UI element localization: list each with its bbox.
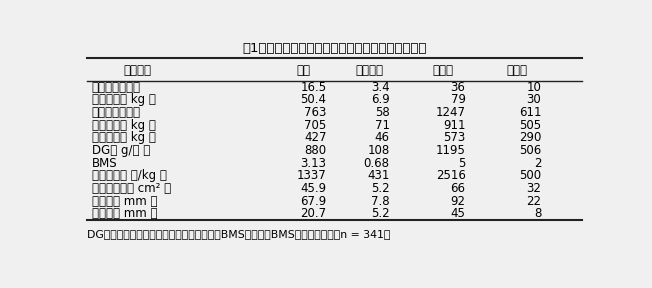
Text: ロース面積（ cm² ）: ロース面積（ cm² ） xyxy=(91,182,171,195)
Text: 505: 505 xyxy=(519,119,541,132)
Text: 50.4: 50.4 xyxy=(301,93,327,106)
Text: 705: 705 xyxy=(304,119,327,132)
Text: 表1　測定値の平均及び標準偏差、最大値、最小値: 表1 測定値の平均及び標準偏差、最大値、最小値 xyxy=(242,42,426,55)
Text: 763: 763 xyxy=(304,106,327,119)
Text: 脂肪厚（ mm ）: 脂肪厚（ mm ） xyxy=(91,207,157,220)
Text: 導入日齢（日）: 導入日齢（日） xyxy=(91,81,141,94)
Text: 3.13: 3.13 xyxy=(301,157,327,170)
Text: 16.5: 16.5 xyxy=(301,81,327,94)
Text: 290: 290 xyxy=(519,131,541,144)
Text: 10: 10 xyxy=(526,81,541,94)
Text: 0.68: 0.68 xyxy=(364,157,390,170)
Text: 8: 8 xyxy=(534,207,541,220)
Text: 導入体重（ kg ）: 導入体重（ kg ） xyxy=(91,93,155,106)
Text: 573: 573 xyxy=(443,131,466,144)
Text: 最小値: 最小値 xyxy=(507,64,527,77)
Text: 7.8: 7.8 xyxy=(371,194,390,208)
Text: 36: 36 xyxy=(451,81,466,94)
Text: 46: 46 xyxy=(375,131,390,144)
Text: 20.7: 20.7 xyxy=(301,207,327,220)
Text: 2: 2 xyxy=(534,157,541,170)
Text: バラ厚（ mm ）: バラ厚（ mm ） xyxy=(91,194,157,208)
Text: 66: 66 xyxy=(451,182,466,195)
Text: 79: 79 xyxy=(451,93,466,106)
Text: 32: 32 xyxy=(526,182,541,195)
Text: 67.9: 67.9 xyxy=(301,194,327,208)
Text: 5.2: 5.2 xyxy=(371,207,390,220)
Text: 5: 5 xyxy=(458,157,466,170)
Text: 611: 611 xyxy=(519,106,541,119)
Text: BMS: BMS xyxy=(91,157,117,170)
Text: 431: 431 xyxy=(367,169,390,182)
Text: 3.4: 3.4 xyxy=(371,81,390,94)
Text: 1247: 1247 xyxy=(436,106,466,119)
Text: 1195: 1195 xyxy=(436,144,466,157)
Text: 平均: 平均 xyxy=(297,64,311,77)
Text: 58: 58 xyxy=(375,106,390,119)
Text: DG（ g/日 ）: DG（ g/日 ） xyxy=(91,144,150,157)
Text: 5.2: 5.2 xyxy=(371,182,390,195)
Text: 30: 30 xyxy=(527,93,541,106)
Text: 標準偏差: 標準偏差 xyxy=(355,64,383,77)
Text: 45: 45 xyxy=(451,207,466,220)
Text: 6.9: 6.9 xyxy=(371,93,390,106)
Text: 22: 22 xyxy=(526,194,541,208)
Text: 500: 500 xyxy=(519,169,541,182)
Text: 45.9: 45.9 xyxy=(301,182,327,195)
Text: 枝肉単価（ 円/kg ）: 枝肉単価（ 円/kg ） xyxy=(91,169,166,182)
Text: 2516: 2516 xyxy=(436,169,466,182)
Text: 最大値: 最大値 xyxy=(432,64,453,77)
Text: 92: 92 xyxy=(451,194,466,208)
Text: 911: 911 xyxy=(443,119,466,132)
Text: 108: 108 xyxy=(368,144,390,157)
Text: DGは導入から出荷までの一日平均増体量、BMSは枝肉のBMSナンバー。　（n = 341）: DGは導入から出荷までの一日平均増体量、BMSは枝肉のBMSナンバー。 （n =… xyxy=(87,229,390,238)
Text: 出荷体重（ kg ）: 出荷体重（ kg ） xyxy=(91,119,155,132)
Text: 506: 506 xyxy=(519,144,541,157)
Text: 枝肉重量（ kg ）: 枝肉重量（ kg ） xyxy=(91,131,155,144)
Text: 71: 71 xyxy=(375,119,390,132)
Text: 427: 427 xyxy=(304,131,327,144)
Text: 測定項目: 測定項目 xyxy=(123,64,151,77)
Text: 出荷日齢（日）: 出荷日齢（日） xyxy=(91,106,141,119)
Text: 1337: 1337 xyxy=(297,169,327,182)
Text: 880: 880 xyxy=(304,144,327,157)
